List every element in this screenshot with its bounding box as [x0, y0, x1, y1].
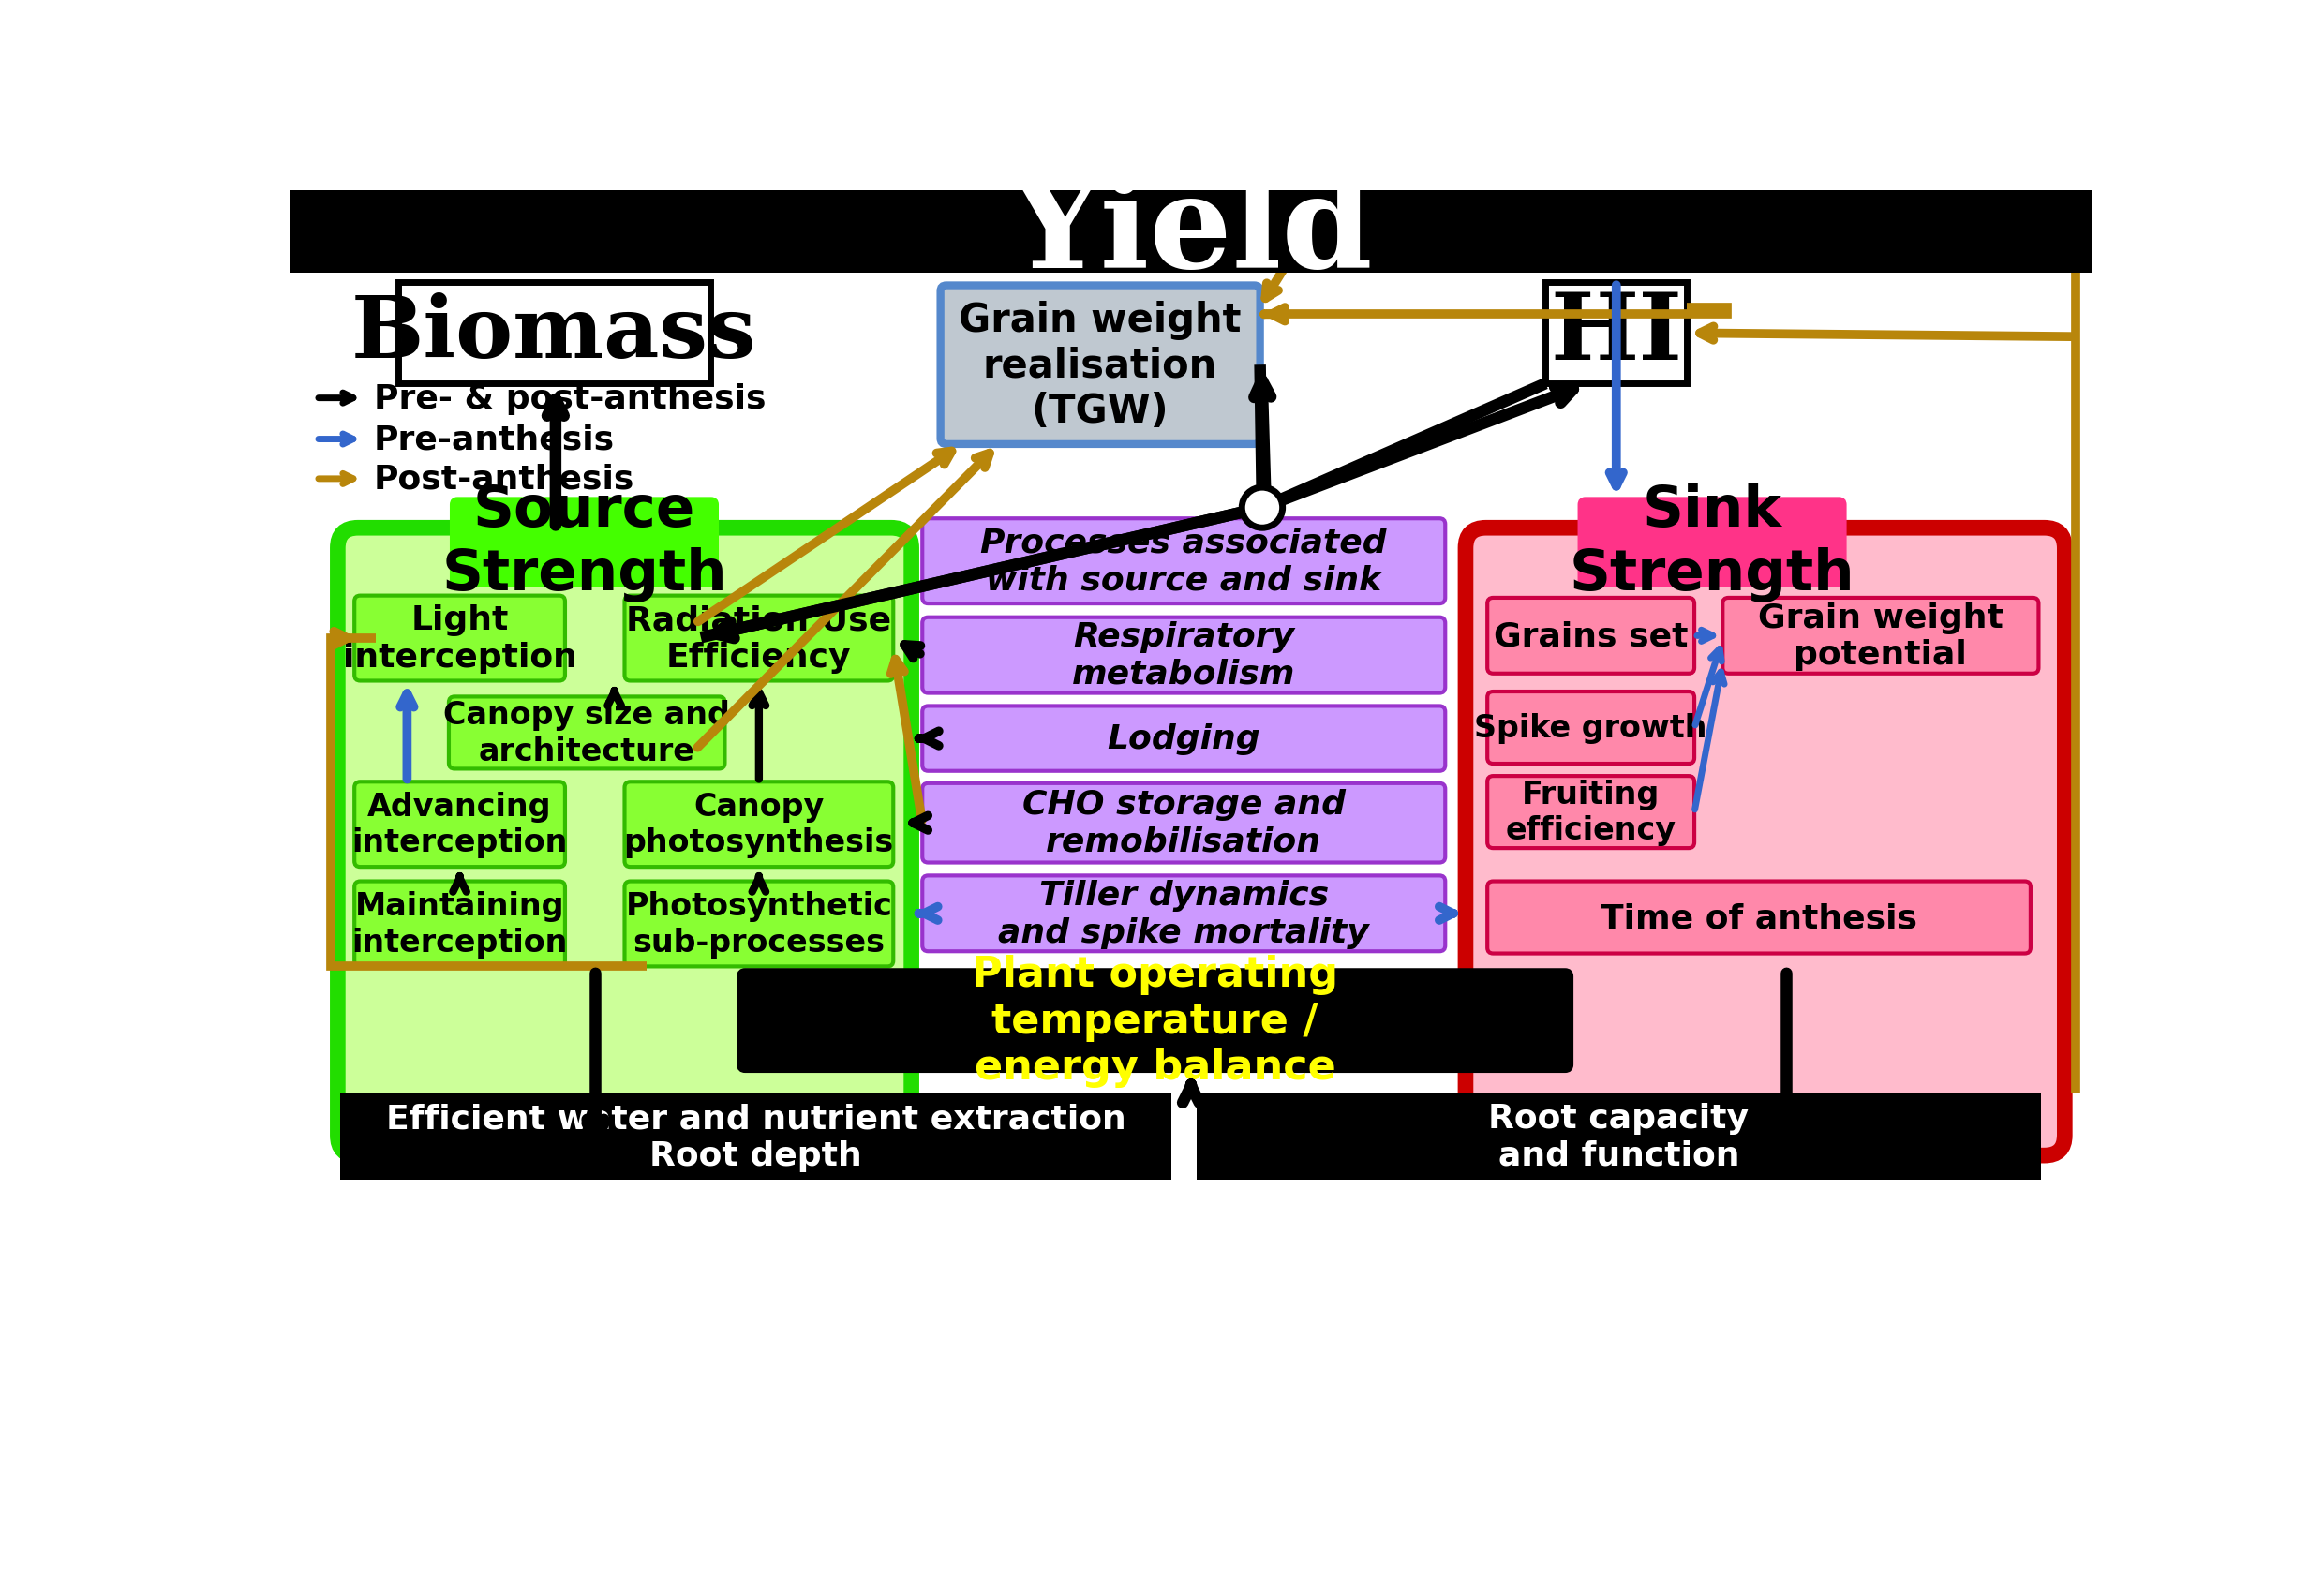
Text: Spike growth: Spike growth: [1473, 713, 1708, 743]
Text: Root capacity
and function: Root capacity and function: [1490, 1103, 1750, 1171]
Text: Processes associated
with source and sink: Processes associated with source and sin…: [981, 527, 1387, 597]
Text: Grains set: Grains set: [1494, 620, 1687, 652]
Bar: [397, 283, 711, 383]
FancyBboxPatch shape: [625, 597, 892, 681]
Text: Fruiting
efficiency: Fruiting efficiency: [1506, 780, 1676, 846]
Text: Canopy size and
architecture: Canopy size and architecture: [444, 700, 730, 767]
Text: Post-anthesis: Post-anthesis: [374, 463, 634, 495]
FancyBboxPatch shape: [353, 783, 565, 867]
FancyBboxPatch shape: [1466, 528, 2064, 1155]
FancyBboxPatch shape: [451, 500, 716, 585]
FancyBboxPatch shape: [1722, 598, 2038, 675]
Text: Grain weight
realisation
(TGW): Grain weight realisation (TGW): [960, 301, 1241, 431]
FancyBboxPatch shape: [1580, 500, 1845, 585]
FancyBboxPatch shape: [1487, 776, 1694, 848]
Text: Time of anthesis: Time of anthesis: [1601, 902, 1917, 934]
FancyBboxPatch shape: [1487, 692, 1694, 764]
Text: Radiation Use
Efficiency: Radiation Use Efficiency: [625, 605, 892, 673]
Bar: [1197, 1093, 2040, 1181]
Text: Light
interception: Light interception: [342, 605, 576, 673]
Text: Yield: Yield: [1009, 169, 1373, 294]
FancyBboxPatch shape: [923, 519, 1446, 605]
Text: Pre- & post-anthesis: Pre- & post-anthesis: [374, 383, 767, 415]
Text: Efficient water and nutrient extraction
Root depth: Efficient water and nutrient extraction …: [386, 1103, 1125, 1171]
Text: CHO storage and
remobilisation: CHO storage and remobilisation: [1023, 789, 1346, 858]
FancyBboxPatch shape: [923, 617, 1446, 694]
Text: HI: HI: [1550, 288, 1683, 379]
Text: Lodging: Lodging: [1106, 722, 1260, 754]
Text: Plant operating
temperature /
energy balance: Plant operating temperature / energy bal…: [971, 955, 1339, 1088]
FancyBboxPatch shape: [1487, 881, 2031, 953]
FancyBboxPatch shape: [923, 706, 1446, 772]
Text: Photosynthetic
sub-processes: Photosynthetic sub-processes: [625, 891, 892, 958]
Text: Tiller dynamics
and spike mortality: Tiller dynamics and spike mortality: [999, 880, 1369, 948]
Bar: [1545, 283, 1687, 383]
FancyBboxPatch shape: [941, 286, 1260, 445]
Text: Canopy
photosynthesis: Canopy photosynthesis: [623, 791, 895, 858]
Text: Source
Strength: Source Strength: [442, 484, 727, 603]
FancyBboxPatch shape: [449, 697, 725, 768]
Text: Biomass: Biomass: [351, 293, 758, 375]
FancyBboxPatch shape: [625, 783, 892, 867]
Text: Grain weight
potential: Grain weight potential: [1757, 601, 2003, 670]
Text: Respiratory
metabolism: Respiratory metabolism: [1071, 620, 1294, 690]
FancyBboxPatch shape: [739, 971, 1571, 1071]
Text: Advancing
interception: Advancing interception: [351, 791, 567, 858]
Circle shape: [1241, 488, 1283, 528]
Text: Maintaining
interception: Maintaining interception: [351, 891, 567, 958]
FancyBboxPatch shape: [923, 877, 1446, 951]
FancyBboxPatch shape: [337, 528, 911, 1155]
FancyBboxPatch shape: [353, 881, 565, 967]
FancyBboxPatch shape: [625, 881, 892, 967]
FancyBboxPatch shape: [923, 784, 1446, 862]
Bar: [290, 191, 2092, 274]
FancyBboxPatch shape: [1487, 598, 1694, 675]
FancyBboxPatch shape: [353, 597, 565, 681]
Text: Sink
Strength: Sink Strength: [1569, 484, 1855, 603]
Text: Pre-anthesis: Pre-anthesis: [374, 423, 616, 455]
Bar: [339, 1093, 1171, 1181]
